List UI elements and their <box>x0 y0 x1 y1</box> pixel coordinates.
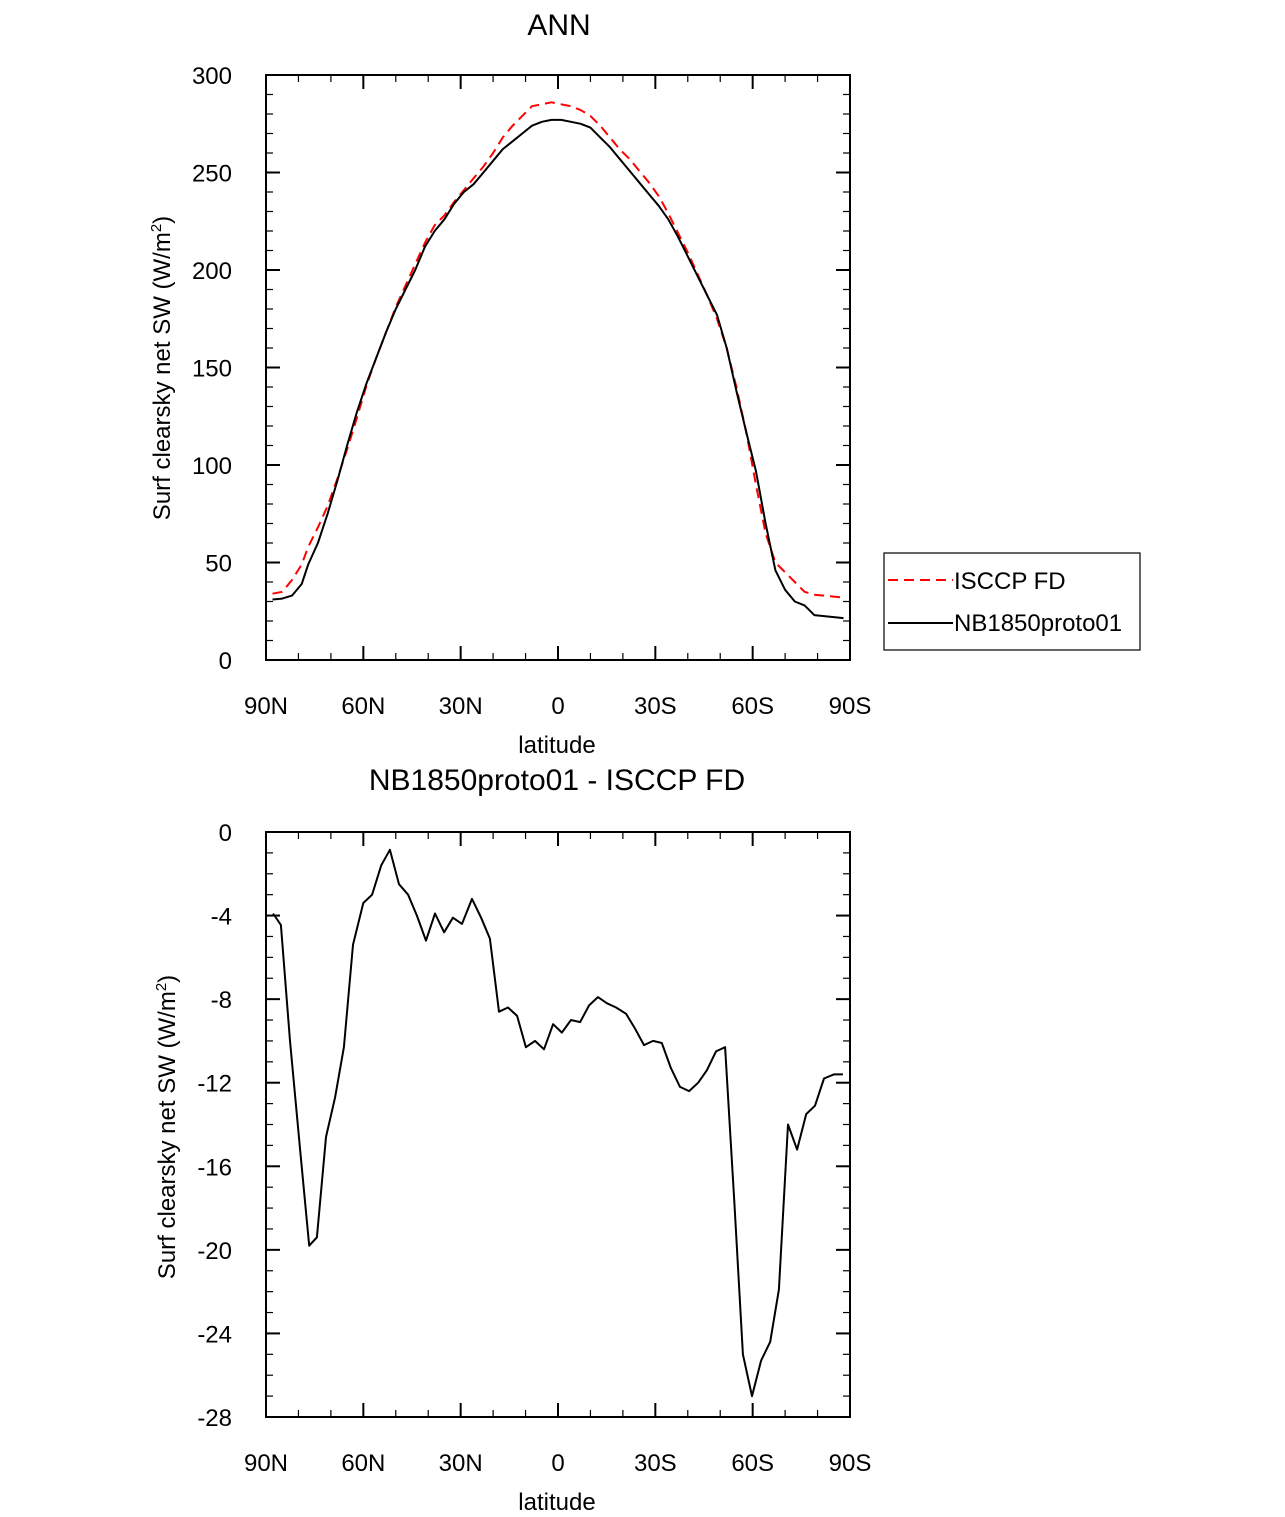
x-tick-label: 30S <box>634 1450 677 1477</box>
x-tick-label: 30N <box>439 693 483 720</box>
x-tick-label: 90N <box>244 1450 288 1477</box>
top-x-axis-label: latitude <box>518 732 595 759</box>
top-y-axis-label-end: ) <box>149 216 176 224</box>
x-tick-label: 60S <box>731 1450 774 1477</box>
x-tick-label: 30N <box>439 1450 483 1477</box>
plot-frame <box>265 74 851 661</box>
y-tick-label: -12 <box>197 1071 232 1098</box>
legend-label-model: NB1850proto01 <box>954 610 1122 637</box>
x-tick-label: 60N <box>341 693 385 720</box>
top-plot: 90N 60N 30N 0 30S 60S 90S 0 50 100 150 200 250 300 <box>192 63 871 720</box>
y-tick-label: 200 <box>192 258 232 285</box>
y-tick-label: -4 <box>211 904 232 931</box>
y-tick-label: -28 <box>197 1405 232 1432</box>
bottom-chart-title: NB1850proto01 - ISCCP FD <box>369 764 745 797</box>
bottom-y-axis-label-end: ) <box>154 975 181 983</box>
x-tick-label: 90S <box>829 693 872 720</box>
y-tick-label: -20 <box>197 1238 232 1265</box>
series-line-nb1850proto01 <box>272 118 844 620</box>
bottom-y-axis-label: Surf clearsky net SW (W/m2) <box>153 975 181 1279</box>
plot-frame <box>265 831 851 1418</box>
x-tick-label: 30S <box>634 693 677 720</box>
legend-box <box>883 552 1141 651</box>
bottom-x-axis-label: latitude <box>518 1489 595 1516</box>
series-line-difference <box>272 848 843 1398</box>
x-tick-label: 0 <box>551 693 564 720</box>
y-tick-label: 150 <box>192 356 232 383</box>
x-tick-label: 60N <box>341 1450 385 1477</box>
y-tick-label: 100 <box>192 453 232 480</box>
top-y-axis-label-sup: 2 <box>148 224 165 232</box>
y-tick-label: -8 <box>211 987 232 1014</box>
y-tick-label: 300 <box>192 63 232 90</box>
bottom-y-axis-label-sup: 2 <box>153 983 170 991</box>
bottom-plot: 90N 60N 30N 0 30S 60S 90S 0 -4 -8 -12 -16 -20 -24 -28 <box>197 820 871 1477</box>
y-tick-label: -24 <box>197 1321 232 1348</box>
bottom-y-axis-label-text: Surf clearsky net SW (W/m <box>154 991 181 1279</box>
y-tick-label: 250 <box>192 161 232 188</box>
legend: ISCCP FD NB1850proto01 <box>883 552 1141 651</box>
y-tick-label: 0 <box>219 648 232 675</box>
y-tick-label: 0 <box>219 820 232 847</box>
y-tick-label: -16 <box>197 1154 232 1181</box>
top-chart-title: ANN <box>527 9 590 42</box>
legend-label-isccp: ISCCP FD <box>954 568 1066 595</box>
x-tick-label: 90N <box>244 693 288 720</box>
y-tick-label: 50 <box>205 551 232 578</box>
top-y-axis-label: Surf clearsky net SW (W/m2) <box>148 216 176 520</box>
top-y-axis-label-text: Surf clearsky net SW (W/m <box>149 232 176 520</box>
x-tick-label: 90S <box>829 1450 872 1477</box>
x-tick-label: 60S <box>731 693 774 720</box>
x-tick-label: 0 <box>551 1450 564 1477</box>
series-line-isccp-fd <box>272 101 844 599</box>
